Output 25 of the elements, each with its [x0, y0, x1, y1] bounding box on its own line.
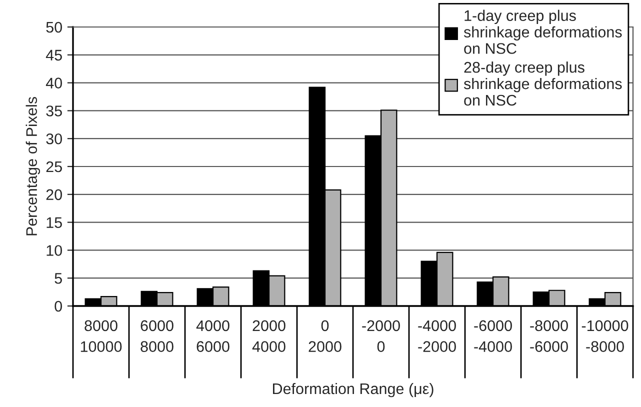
x-tick-label: -4000 -2000: [418, 320, 456, 352]
y-tick-label: 15: [46, 217, 62, 228]
x-tick-label: -10000 -8000: [582, 320, 628, 352]
y-axis-title: Percentage of Pixels: [26, 96, 40, 236]
x-tick-label: -8000 -6000: [530, 320, 568, 352]
y-tick-label: 5: [54, 273, 62, 284]
y-tick-label: 30: [46, 133, 62, 144]
x-axis-title: Deformation Range (με): [273, 382, 434, 398]
x-tick-label: 8000 10000: [80, 320, 122, 352]
x-tick-label: 2000 4000: [252, 320, 286, 352]
y-tick-label: 40: [46, 78, 62, 88]
y-tick-label: 35: [46, 106, 62, 116]
x-tick-label: -2000 0: [362, 320, 400, 352]
y-tick-label: 20: [46, 189, 62, 200]
y-tick-label: 0: [54, 300, 62, 312]
y-tick-label: 25: [46, 161, 62, 172]
legend-label: 28-day creep plus shrinkage deformations on NSC: [464, 62, 622, 106]
y-tick-label: 50: [46, 22, 62, 33]
x-tick-label: 0 2000: [308, 320, 342, 352]
legend-label: 1-day creep plus shrinkage deformations on NSC: [464, 10, 622, 54]
x-tick-label: 4000 6000: [196, 320, 230, 352]
x-tick-label: -6000 -4000: [474, 320, 512, 352]
x-tick-label: 6000 8000: [140, 320, 174, 352]
y-tick-label: 10: [46, 245, 62, 256]
y-tick-label: 45: [46, 50, 62, 61]
